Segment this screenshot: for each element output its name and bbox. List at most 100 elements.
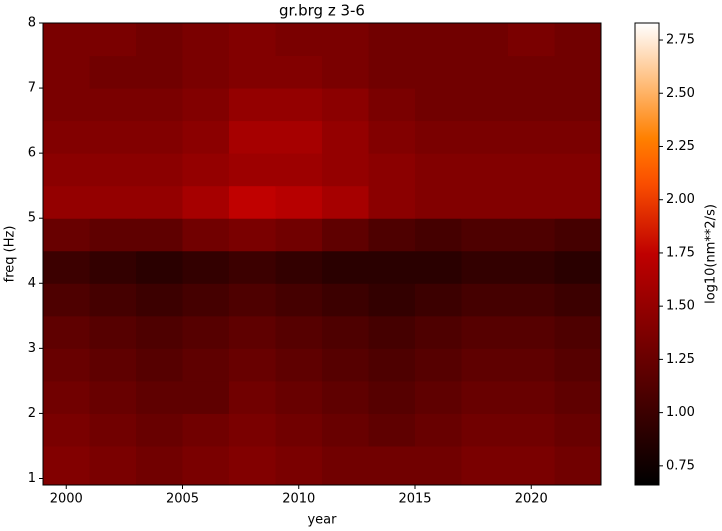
heatmap-cell xyxy=(554,445,602,486)
heatmap-cell xyxy=(43,250,90,284)
heatmap-cell xyxy=(43,218,90,252)
heatmap-cell xyxy=(136,445,183,486)
heatmap-cell xyxy=(461,88,509,122)
heatmap-cell xyxy=(554,23,602,57)
heatmap-cell xyxy=(508,315,555,349)
heatmap xyxy=(43,23,602,486)
heatmap-cell xyxy=(415,185,462,219)
heatmap-cell xyxy=(322,315,369,349)
heatmap-cell xyxy=(322,445,369,486)
heatmap-cell xyxy=(89,218,137,252)
heatmap-cell xyxy=(322,153,369,187)
heatmap-cell xyxy=(136,88,183,122)
heatmap-cell xyxy=(368,153,416,187)
heatmap-cell xyxy=(43,120,90,154)
heatmap-cell xyxy=(182,88,230,122)
heatmap-cell xyxy=(89,445,137,486)
heatmap-cell xyxy=(43,315,90,349)
heatmap-cell xyxy=(461,55,509,89)
heatmap-cell xyxy=(508,413,555,447)
heatmap-cell xyxy=(89,348,137,382)
y-tick-label: 6 xyxy=(28,146,36,161)
colorbar-tick-label: 0.75 xyxy=(666,458,695,473)
heatmap-cell xyxy=(275,250,323,284)
heatmap-cell xyxy=(136,348,183,382)
colorbar-tick-label: 2.00 xyxy=(666,192,695,207)
heatmap-cell xyxy=(136,55,183,89)
heatmap-cell xyxy=(229,218,276,252)
heatmap-cell xyxy=(275,218,323,252)
heatmap-cell xyxy=(415,55,462,89)
heatmap-cell xyxy=(89,120,137,154)
x-tick-label: 2000 xyxy=(50,492,83,507)
heatmap-cell xyxy=(554,185,602,219)
heatmap-cell xyxy=(43,23,90,57)
heatmap-cell xyxy=(275,88,323,122)
heatmap-cell xyxy=(461,445,509,486)
heatmap-cell xyxy=(89,153,137,187)
heatmap-cell xyxy=(229,380,276,414)
heatmap-cell xyxy=(368,380,416,414)
heatmap-cell xyxy=(275,153,323,187)
x-tick-label: 2010 xyxy=(282,492,315,507)
heatmap-cell xyxy=(461,315,509,349)
heatmap-cell xyxy=(508,250,555,284)
heatmap-cell xyxy=(89,185,137,219)
heatmap-cell xyxy=(461,250,509,284)
heatmap-cell xyxy=(136,120,183,154)
heatmap-cell xyxy=(275,55,323,89)
heatmap-cell xyxy=(182,55,230,89)
colorbar-tick-label: 2.50 xyxy=(666,86,695,101)
heatmap-cell xyxy=(89,413,137,447)
heatmap-cell xyxy=(229,315,276,349)
y-tick-label: 5 xyxy=(28,211,36,226)
heatmap-cell xyxy=(322,283,369,317)
heatmap-cell xyxy=(229,348,276,382)
colorbar-label: log10(nm**2/s) xyxy=(704,204,719,304)
heatmap-cell xyxy=(229,445,276,486)
heatmap-cell xyxy=(136,283,183,317)
heatmap-cell xyxy=(229,283,276,317)
heatmap-cell xyxy=(275,120,323,154)
heatmap-cell xyxy=(275,23,323,57)
colorbar-tick-label: 2.75 xyxy=(666,33,695,48)
heatmap-cell xyxy=(229,88,276,122)
heatmap-cell xyxy=(461,283,509,317)
heatmap-cell xyxy=(182,348,230,382)
heatmap-cell xyxy=(43,88,90,122)
x-axis-label: year xyxy=(307,513,337,528)
heatmap-cell xyxy=(415,120,462,154)
heatmap-cell xyxy=(136,380,183,414)
heatmap-cell xyxy=(461,23,509,57)
heatmap-cell xyxy=(508,218,555,252)
heatmap-cell xyxy=(182,120,230,154)
heatmap-cell xyxy=(368,218,416,252)
heatmap-cell xyxy=(182,283,230,317)
heatmap-cell xyxy=(554,315,602,349)
heatmap-cell xyxy=(182,413,230,447)
y-tick-label: 3 xyxy=(28,341,36,356)
x-tick-label: 2020 xyxy=(515,492,548,507)
colorbar-tick-label: 1.75 xyxy=(666,245,695,260)
heatmap-cell xyxy=(508,185,555,219)
heatmap-cell xyxy=(368,348,416,382)
heatmap-cell xyxy=(368,23,416,57)
heatmap-cell xyxy=(322,380,369,414)
heatmap-cell xyxy=(136,153,183,187)
heatmap-cell xyxy=(275,380,323,414)
heatmap-cell xyxy=(508,120,555,154)
heatmap-cell xyxy=(368,250,416,284)
heatmap-cell xyxy=(43,185,90,219)
y-tick-label: 4 xyxy=(28,276,36,291)
y-tick-label: 7 xyxy=(28,81,36,96)
heatmap-cell xyxy=(136,185,183,219)
heatmap-cell xyxy=(182,380,230,414)
y-tick-label: 1 xyxy=(28,471,36,486)
heatmap-cell xyxy=(322,185,369,219)
heatmap-cell xyxy=(554,120,602,154)
chart-title: gr.brg z 3-6 xyxy=(279,2,365,20)
heatmap-cell xyxy=(368,413,416,447)
heatmap-cell xyxy=(229,413,276,447)
heatmap-cell xyxy=(415,218,462,252)
